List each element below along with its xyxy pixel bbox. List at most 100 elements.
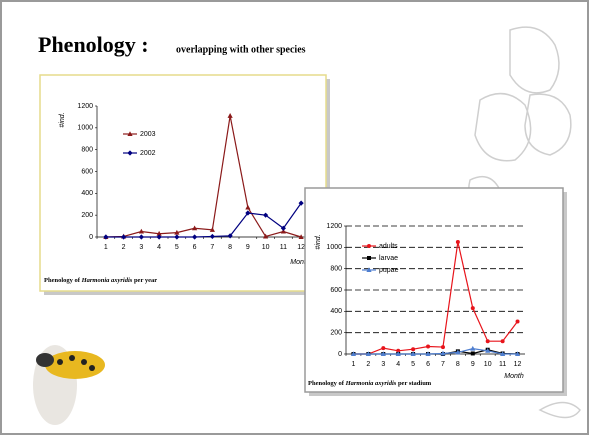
marker: [209, 227, 215, 232]
marker: [365, 351, 371, 356]
marker: [425, 351, 431, 356]
slide-title: Phenology :: [38, 32, 149, 57]
marker: [280, 228, 286, 234]
x-tick-label: 9: [471, 361, 475, 368]
marker: [381, 346, 386, 351]
marker: [396, 348, 401, 353]
marker: [440, 345, 445, 350]
marker: [298, 200, 304, 206]
marker: [156, 230, 162, 236]
marker: [455, 240, 460, 244]
y-tick-label: 400: [81, 190, 93, 197]
caption-part: Phenology of: [308, 380, 346, 387]
y-tick-label: 800: [81, 147, 93, 154]
marker: [470, 306, 475, 311]
marker: [411, 347, 416, 352]
y-tick-label: 600: [81, 168, 93, 175]
x-axis-label: Month: [504, 373, 524, 380]
x-tick-label: 1: [104, 244, 108, 251]
marker: [426, 344, 431, 349]
x-tick-label: 9: [246, 244, 250, 251]
caption: Phenology of Harmonia axyridis per year: [44, 277, 157, 284]
marker: [500, 351, 506, 356]
marker: [367, 256, 371, 260]
x-tick-label: 4: [157, 244, 161, 251]
marker: [174, 229, 180, 235]
x-tick-label: 2: [122, 244, 126, 251]
slide-subtitle: overlapping with other species: [176, 44, 306, 55]
marker: [227, 113, 233, 118]
caption-part: Harmonia axyridis: [345, 380, 397, 387]
x-tick-label: 3: [139, 244, 143, 251]
marker: [192, 234, 198, 240]
legend-label: 2003: [140, 131, 156, 138]
caption-part: per year: [132, 277, 157, 284]
y-tick-label: 1200: [77, 103, 93, 110]
y-tick-label: 1000: [77, 125, 93, 132]
y-axis-label: #ind.: [59, 112, 66, 127]
legend-label: adults: [379, 243, 398, 250]
marker: [192, 225, 198, 231]
x-tick-label: 11: [499, 361, 506, 368]
legend-label: larvae: [379, 255, 398, 262]
marker: [156, 234, 162, 240]
x-tick-label: 6: [193, 244, 197, 251]
caption-part: Phenology of: [44, 277, 82, 284]
marker: [366, 267, 372, 272]
y-tick-label: 600: [330, 287, 342, 294]
marker: [410, 351, 416, 356]
marker: [127, 150, 133, 156]
y-tick-label: 0: [338, 351, 342, 358]
marker: [209, 233, 215, 240]
y-tick-label: 1000: [326, 244, 342, 251]
marker: [138, 228, 144, 234]
x-tick-label: 10: [484, 361, 492, 368]
x-tick-label: 1: [352, 361, 356, 368]
marker: [127, 131, 133, 136]
legend-label: pupae: [379, 267, 399, 274]
x-tick-label: 6: [426, 361, 430, 368]
y-tick-label: 0: [89, 234, 93, 241]
marker: [380, 351, 386, 356]
marker: [440, 350, 446, 356]
series-line: [353, 348, 518, 355]
x-tick-label: 8: [456, 361, 460, 368]
marker: [470, 351, 475, 356]
marker: [174, 234, 180, 240]
marker: [500, 339, 505, 344]
chart-box: [39, 74, 327, 292]
x-tick-label: 4: [396, 361, 400, 368]
y-tick-label: 200: [330, 330, 342, 337]
x-tick-label: 2: [366, 361, 370, 368]
marker: [455, 349, 461, 355]
legend-label: 2002: [140, 150, 156, 157]
marker: [280, 225, 286, 231]
marker: [515, 319, 520, 324]
marker: [485, 348, 491, 353]
caption: Phenology of Harmonia axyridis per stadi…: [308, 380, 432, 387]
marker: [121, 234, 127, 240]
x-tick-label: 12: [297, 244, 305, 251]
caption-part: Harmonia axyridis: [81, 277, 133, 284]
x-tick-label: 11: [280, 244, 287, 251]
y-tick-label: 400: [330, 308, 342, 315]
marker: [395, 351, 401, 356]
x-tick-label: 12: [514, 361, 522, 368]
marker: [245, 204, 251, 210]
x-tick-label: 7: [441, 361, 445, 368]
x-tick-label: 8: [228, 244, 232, 251]
series-line: [353, 241, 519, 355]
y-tick-label: 1200: [326, 223, 342, 230]
marker: [227, 233, 233, 239]
series-line: [105, 202, 302, 238]
x-tick-label: 5: [175, 244, 179, 251]
marker: [138, 234, 144, 240]
marker: [470, 345, 476, 351]
marker: [103, 234, 109, 240]
x-tick-label: 10: [262, 244, 270, 251]
series-line: [105, 115, 302, 238]
y-axis-label: #ind.: [315, 234, 322, 249]
x-tick-label: 5: [411, 361, 415, 368]
marker: [350, 351, 357, 356]
